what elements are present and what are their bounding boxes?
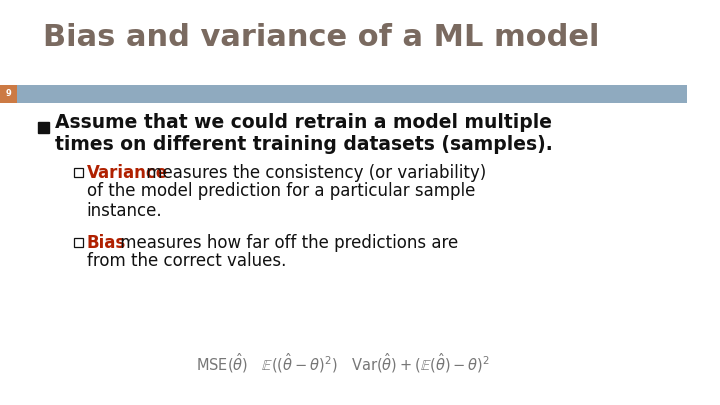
Text: measures how far off the predictions are: measures how far off the predictions are — [115, 234, 459, 252]
Text: measures the consistency (or variability): measures the consistency (or variability… — [141, 164, 487, 181]
FancyBboxPatch shape — [38, 122, 49, 133]
Text: Variance: Variance — [87, 164, 168, 181]
Text: Assume that we could retrain a model multiple: Assume that we could retrain a model mul… — [55, 113, 552, 132]
Text: times on different training datasets (samples).: times on different training datasets (sa… — [55, 134, 553, 153]
FancyBboxPatch shape — [0, 85, 687, 103]
Text: from the correct values.: from the correct values. — [87, 252, 286, 271]
Text: Bias: Bias — [87, 234, 126, 252]
Text: $\mathrm{MSE}(\hat{\theta})\quad\mathbb{E}((\hat{\theta}-\theta)^2)\quad\mathrm{: $\mathrm{MSE}(\hat{\theta})\quad\mathbb{… — [197, 351, 490, 375]
Text: of the model prediction for a particular sample: of the model prediction for a particular… — [87, 183, 475, 200]
FancyBboxPatch shape — [0, 85, 17, 103]
Text: 9: 9 — [6, 90, 12, 98]
Text: instance.: instance. — [87, 202, 163, 220]
Text: Bias and variance of a ML model: Bias and variance of a ML model — [43, 23, 600, 51]
